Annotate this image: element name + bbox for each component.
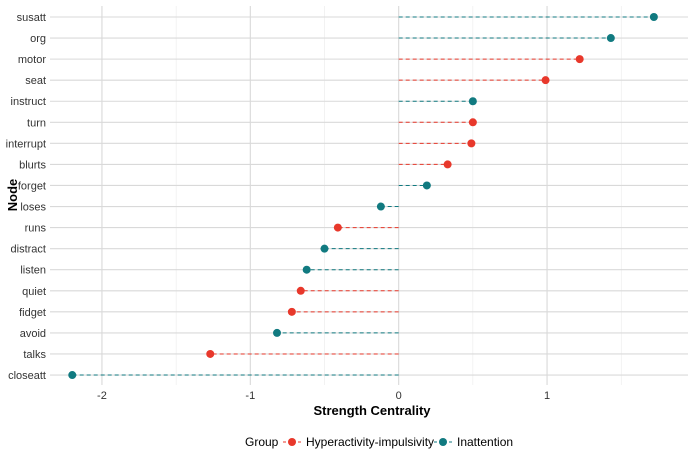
y-tick-label-org: org: [30, 33, 46, 45]
x-axis-title: Strength Centrality: [313, 403, 431, 418]
segment-layer: [72, 16, 654, 376]
x-tick-label: 0: [396, 390, 402, 402]
y-tick-label-listen: listen: [20, 265, 46, 277]
legend-swatch-hyperactivity: [288, 438, 296, 446]
point-avoid: [273, 328, 282, 337]
y-tick-label-instruct: instruct: [11, 96, 46, 108]
y-tick-label-closeatt: closeatt: [8, 370, 46, 382]
point-seat: [541, 76, 550, 85]
y-tick-label-forget: forget: [18, 180, 46, 192]
x-tick-label: -1: [245, 390, 255, 402]
point-susatt: [649, 13, 658, 21]
point-closeatt: [68, 371, 77, 380]
y-tick-label-distract: distract: [11, 244, 46, 256]
y-tick-label-blurts: blurts: [19, 159, 46, 171]
grid-layer: [50, 6, 688, 385]
x-tick-label: 1: [544, 390, 550, 402]
y-tick-label-quiet: quiet: [22, 286, 46, 298]
point-motor: [575, 55, 584, 64]
point-blurts: [443, 160, 452, 169]
point-fidget: [287, 307, 296, 316]
point-interrupt: [467, 139, 476, 148]
y-tick-label-interrupt: interrupt: [6, 138, 46, 150]
legend-swatch-inattention: [439, 438, 447, 446]
y-tick-label-runs: runs: [25, 223, 47, 235]
point-talks: [206, 349, 215, 358]
point-forget: [422, 181, 431, 190]
y-tick-label-talks: talks: [23, 349, 46, 361]
point-listen: [302, 265, 311, 274]
point-turn: [468, 118, 477, 127]
point-distract: [320, 244, 329, 253]
legend-label-inattention: Inattention: [457, 435, 513, 449]
point-runs: [333, 223, 342, 232]
y-tick-labels: susatt org motor seat instruct turn interrupt b…: [6, 12, 47, 382]
point-instruct: [468, 97, 477, 106]
legend-label-hyperactivity: Hyperactivity-impulsivity: [306, 435, 434, 449]
point-layer: [68, 13, 658, 380]
y-tick-label-motor: motor: [18, 54, 46, 66]
point-quiet: [296, 286, 305, 295]
y-tick-label-fidget: fidget: [19, 307, 46, 319]
y-tick-label-avoid: avoid: [20, 328, 46, 340]
point-loses: [376, 202, 385, 211]
x-tick-labels: -2 -1 0 1: [97, 390, 550, 402]
legend-title: Group: [245, 435, 279, 449]
legend: Group Hyperactivity-impulsivity Inattent…: [245, 435, 513, 449]
point-org: [606, 34, 615, 43]
y-tick-label-seat: seat: [25, 75, 46, 87]
x-tick-label: -2: [97, 390, 107, 402]
y-tick-label-loses: loses: [20, 202, 46, 214]
y-axis-title: Node: [5, 179, 20, 212]
y-tick-label-turn: turn: [27, 117, 46, 129]
y-tick-label-susatt: susatt: [17, 12, 46, 24]
